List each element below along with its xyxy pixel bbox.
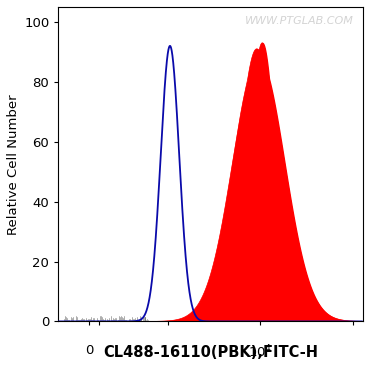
Text: $10^4$: $10^4$	[248, 344, 272, 360]
Y-axis label: Relative Cell Number: Relative Cell Number	[7, 94, 20, 235]
X-axis label: CL488-16110(PBK),FITC-H: CL488-16110(PBK),FITC-H	[103, 345, 318, 360]
Text: WWW.PTGLAB.COM: WWW.PTGLAB.COM	[245, 17, 354, 26]
Text: 0: 0	[85, 344, 93, 357]
